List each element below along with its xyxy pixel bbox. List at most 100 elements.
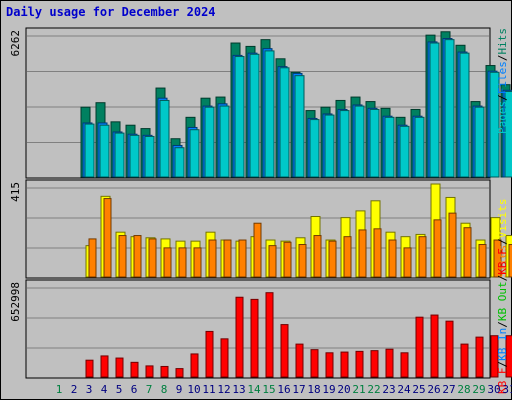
day-label-25: 25: [412, 383, 425, 396]
bar-pages-day-6: [129, 134, 140, 178]
day-label-29: 29: [472, 383, 485, 396]
bar-kbytes-day-13: [235, 296, 244, 378]
bar-pages-day-11: [204, 106, 215, 178]
legend-entry: KB Out: [496, 281, 509, 321]
bar-kbytes-day-10: [190, 353, 199, 378]
bar-sites-day-30: [493, 239, 502, 278]
bar-sites-day-25: [418, 236, 427, 278]
bar-kbytes-day-16: [280, 324, 289, 378]
bar-sites-day-15: [268, 245, 277, 278]
bar-kbytes-day-28: [460, 343, 469, 378]
bar-pages-day-4: [99, 124, 110, 178]
bar-sites-day-5: [118, 235, 127, 278]
day-label-6: 6: [131, 383, 138, 396]
bar-pages-day-10: [189, 129, 200, 178]
bar-pages-day-8: [159, 99, 170, 178]
legend-kbytes: KB F/KB In/KB Out/KB F: [496, 248, 509, 394]
bar-kbytes-day-11: [205, 330, 214, 378]
chart-title: Daily usage for December 2024: [6, 5, 216, 19]
bar-kbytes-day-14: [250, 298, 259, 378]
bar-sites-day-31: [508, 244, 512, 278]
bar-sites-day-20: [343, 236, 352, 278]
day-label-9: 9: [176, 383, 183, 396]
bar-kbytes-day-23: [385, 348, 394, 378]
bar-kbytes-day-8: [160, 365, 169, 378]
bar-sites-day-17: [298, 244, 307, 278]
legend-entry: Hits: [496, 28, 509, 55]
bar-sites-day-14: [253, 222, 262, 278]
day-label-21: 21: [352, 383, 365, 396]
bar-pages-day-23: [384, 116, 395, 178]
legend-entry: /: [496, 275, 509, 282]
bar-pages-day-28: [459, 52, 470, 178]
bar-pages-day-31: [504, 90, 512, 178]
legend-entry: Visits: [496, 199, 509, 239]
bar-sites-day-19: [328, 240, 337, 278]
y-max-label-hits: 6262: [9, 30, 22, 57]
bar-sites-day-21: [358, 229, 367, 278]
bar-pages-day-17: [294, 75, 305, 178]
y-max-label-visits: 415: [9, 182, 22, 202]
bar-sites-day-29: [478, 244, 487, 278]
bar-pages-day-16: [279, 67, 290, 178]
bar-pages-day-25: [414, 116, 425, 178]
bar-kbytes-day-22: [370, 350, 379, 378]
bar-pages-day-12: [219, 105, 230, 178]
bar-sites-day-4: [103, 198, 112, 278]
day-label-5: 5: [116, 383, 123, 396]
bar-sites-day-12: [223, 239, 232, 278]
bar-kbytes-day-29: [475, 336, 484, 378]
day-label-2: 2: [71, 383, 78, 396]
bar-sites-day-7: [148, 238, 157, 278]
bar-kbytes-day-27: [445, 320, 454, 378]
day-label-10: 10: [187, 383, 200, 396]
bar-kbytes-day-24: [400, 352, 409, 378]
bar-sites-day-3: [88, 238, 97, 278]
day-label-20: 20: [337, 383, 350, 396]
bar-pages-day-15: [264, 50, 275, 178]
bar-sites-day-11: [208, 239, 217, 278]
legend-visits-sites: Sites/ Visits: [496, 199, 509, 279]
legend-entry: Sites: [496, 245, 509, 278]
bar-kbytes-day-20: [340, 351, 349, 378]
legend-entry: KB F: [496, 368, 509, 395]
day-label-3: 3: [86, 383, 93, 396]
bar-sites-day-16: [283, 241, 292, 278]
bar-pages-day-14: [249, 53, 260, 178]
y-max-label-kbytes: 652998: [9, 282, 22, 322]
bar-kbytes-day-4: [100, 355, 109, 378]
bar-sites-day-8: [163, 247, 172, 278]
bar-sites-day-6: [133, 235, 142, 278]
day-label-7: 7: [146, 383, 153, 396]
bar-sites-day-24: [403, 247, 412, 278]
bar-kbytes-day-21: [355, 350, 364, 378]
legend-entry: /: [496, 94, 509, 101]
bar-kbytes-day-26: [430, 314, 439, 378]
bar-kbytes-day-9: [175, 368, 184, 378]
day-label-11: 11: [202, 383, 215, 396]
day-label-15: 15: [262, 383, 275, 396]
bar-pages-day-13: [234, 56, 245, 178]
bar-kbytes-day-19: [325, 352, 334, 378]
bar-sites-day-22: [373, 228, 382, 278]
day-label-12: 12: [217, 383, 230, 396]
legend-entry: KB In: [496, 328, 509, 361]
day-label-4: 4: [101, 383, 108, 396]
bar-pages-day-18: [309, 119, 320, 178]
day-label-17: 17: [292, 383, 305, 396]
day-label-27: 27: [442, 383, 455, 396]
day-label-18: 18: [307, 383, 320, 396]
bar-pages-day-24: [399, 125, 410, 178]
bar-sites-day-26: [433, 219, 442, 278]
bar-kbytes-day-5: [115, 357, 124, 378]
legend-entry: KB F: [496, 248, 509, 275]
bar-sites-day-13: [238, 239, 247, 278]
bar-kbytes-day-6: [130, 361, 139, 378]
legend-entry: /: [496, 361, 509, 368]
bar-pages-day-22: [369, 108, 380, 178]
bar-sites-day-23: [388, 239, 397, 278]
bar-kbytes-day-31: [505, 335, 512, 378]
bar-sites-day-18: [313, 235, 322, 278]
bar-kbytes-day-15: [265, 292, 274, 378]
